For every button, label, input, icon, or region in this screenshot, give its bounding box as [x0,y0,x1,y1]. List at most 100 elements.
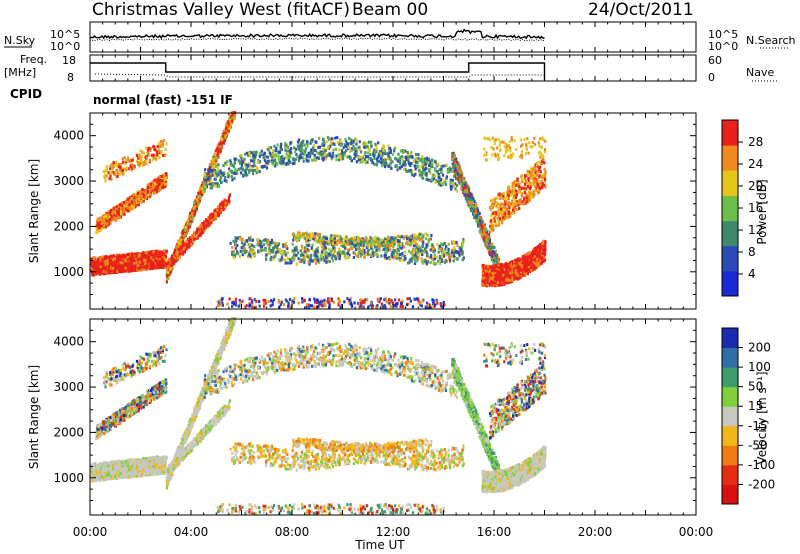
power-cell [112,161,115,165]
power-cell [292,258,295,262]
power-cell [324,256,327,260]
power-cell [134,264,137,268]
power-cell [111,166,114,170]
power-cell [373,157,376,160]
power-cell [287,251,290,255]
power-cell [233,256,236,259]
power-cell [217,205,220,209]
power-cell [120,212,123,216]
power-cell [462,240,465,244]
power-cell [164,258,167,262]
power-cell [145,156,149,160]
power-cell [451,251,454,254]
power-cell [139,194,142,198]
power-cell [243,157,246,161]
power-cell [271,155,274,159]
power-cell [121,204,124,208]
power-cell [120,259,123,263]
power-cell [161,141,164,145]
power-cell [286,146,289,150]
power-cell [307,244,310,247]
power-cell [118,165,121,169]
power-cell [367,155,370,159]
power-cell [107,266,110,270]
power-cell [187,218,190,222]
power-cell [159,254,162,258]
power-cell [137,268,140,272]
power-cell [423,157,426,161]
power-cell [301,258,304,262]
power-cell [90,263,93,267]
power-cell [233,157,236,161]
power-cell [323,259,326,263]
power-cell [109,255,112,259]
power-cell [198,225,201,229]
power-cell [102,215,105,219]
power-cell [112,261,115,265]
power-cell [277,157,280,161]
power-cell [122,265,125,269]
power-cell [300,244,304,248]
power-cell [402,160,405,164]
power-cell [118,216,121,220]
power-cell [137,162,140,166]
power-cell [443,250,446,254]
power-cell [444,247,447,251]
power-cell [432,250,435,254]
power-cell [165,274,168,278]
power-cell [343,254,346,258]
power-cell [113,265,116,269]
power-cell [154,254,157,258]
power-cell [161,153,164,157]
power-cell [210,213,213,217]
power-cell [396,166,399,170]
power-cell [240,153,243,157]
power-cell [161,179,164,183]
power-cell [311,259,314,263]
power-cell [224,201,227,205]
power-cell [286,261,289,265]
power-cell [152,191,155,195]
power-cell [95,268,98,271]
power-cell [260,248,263,252]
power-cell [363,255,366,259]
power-cell [258,154,261,158]
power-cell [189,219,192,223]
power-cell [219,145,222,149]
power-cell [116,269,119,273]
power-cell [274,149,277,153]
power-cell [243,242,246,246]
power-cell [216,208,219,212]
power-cell [102,170,105,174]
power-cell [140,264,143,268]
power-cell [210,218,213,222]
power-cell [400,165,403,169]
power-cell [410,162,413,165]
power-cell [311,243,314,247]
power-cell [260,245,263,249]
power-cell [104,265,107,269]
power-cell [97,261,100,265]
power-cell [389,243,392,247]
power-cell [203,172,206,176]
power-cell [409,168,412,172]
power-cell [278,247,281,251]
power-cell [152,156,155,160]
power-cell [389,248,392,252]
power-cell [204,175,207,179]
power-cell [151,261,154,265]
nave-tick-high: 60 [708,54,722,67]
power-cell [275,241,279,245]
power-cell [316,259,319,263]
power-cell [231,119,234,123]
power-cell [353,238,356,242]
power-cell [140,160,143,164]
power-cell [220,138,223,141]
power-cell [143,255,146,259]
power-cell [348,136,351,140]
power-cell [142,258,145,262]
power-cell [249,254,252,258]
power-cell [236,251,239,255]
power-cell [155,257,158,261]
power-cell [316,246,319,250]
